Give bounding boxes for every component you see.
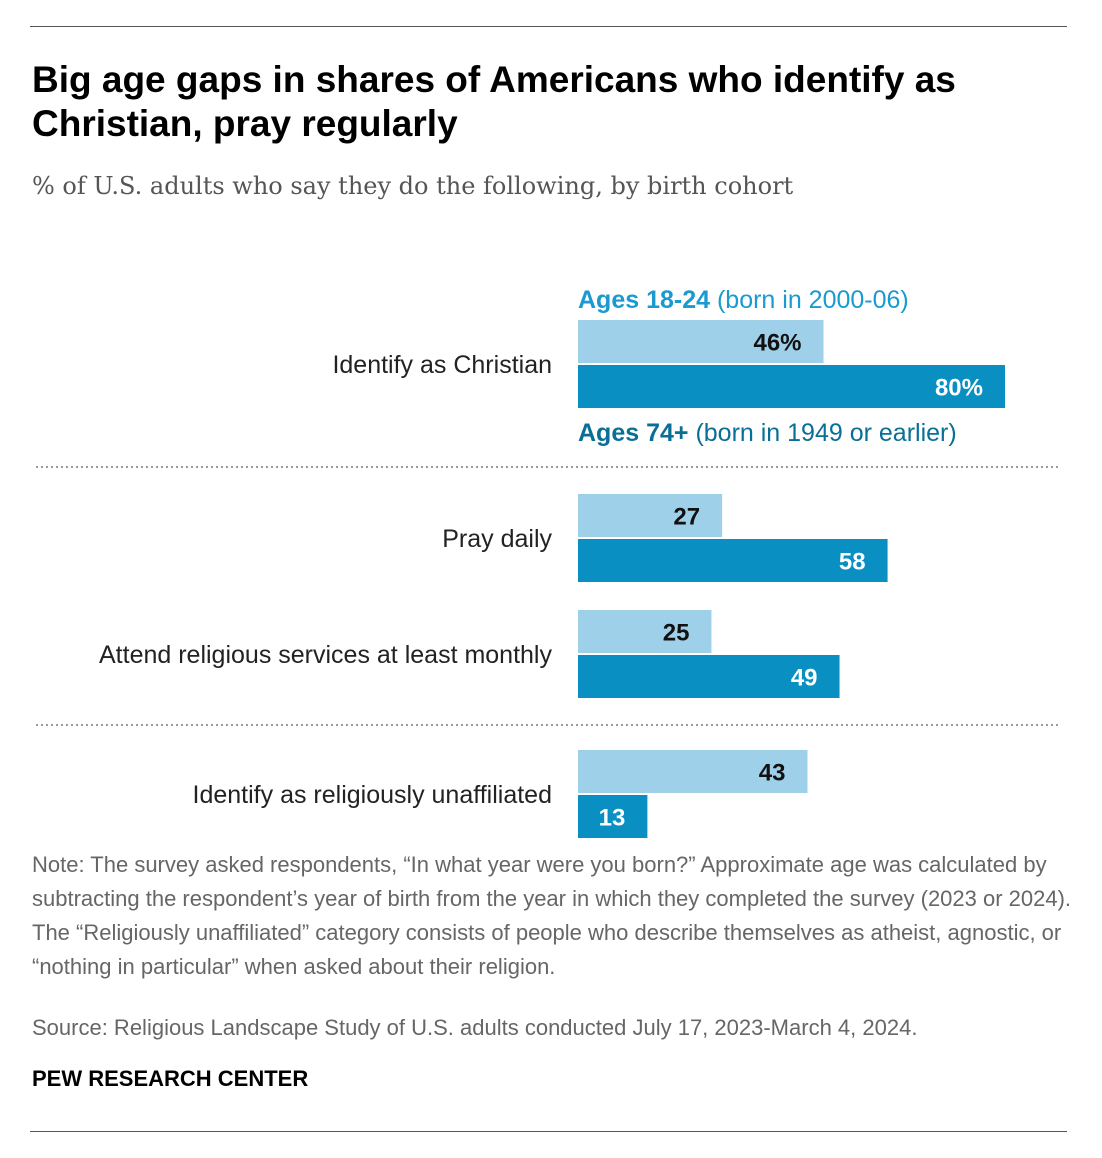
data-label: 27 <box>673 504 700 531</box>
data-label: 49 <box>791 665 818 692</box>
data-label: 46% <box>753 330 801 357</box>
series-detail: (born in 1949 or earlier) <box>695 419 956 447</box>
bar <box>578 795 648 838</box>
series-legend-label: Ages 18-24 (born in 2000-06) <box>578 286 909 314</box>
data-label: 43 <box>759 760 786 787</box>
series-name: Ages 74+ <box>578 419 695 447</box>
bar <box>578 494 723 537</box>
data-label: 58 <box>839 549 866 576</box>
data-label: 25 <box>663 620 690 647</box>
category-label: Identify as religiously unaffiliated <box>193 781 552 809</box>
bar <box>578 750 808 793</box>
bar <box>578 320 824 363</box>
series-detail: (born in 2000-06) <box>717 286 909 314</box>
chart-title: Big age gaps in shares of Americans who … <box>32 59 956 144</box>
bar <box>578 610 712 653</box>
bar <box>578 539 888 582</box>
category-label: Attend religious services at least month… <box>99 641 552 669</box>
category-label: Identify as Christian <box>332 351 552 379</box>
bottom-rule <box>30 1131 1067 1132</box>
top-rule <box>30 26 1067 27</box>
category-label: Pray daily <box>442 525 552 553</box>
bar <box>578 365 1005 408</box>
series-legend-label: Ages 74+ (born in 1949 or earlier) <box>578 419 957 447</box>
organization-logo-text: PEW RESEARCH CENTER <box>32 1066 309 1091</box>
series-name: Ages 18-24 <box>578 286 717 314</box>
bar-chart: Identify as Christian 46% 80% Pray daily 27 5… <box>36 286 1060 838</box>
data-label: 13 <box>599 805 626 832</box>
bar <box>578 655 840 698</box>
chart-subtitle: % of U.S. adults who say they do the fol… <box>32 172 794 200</box>
data-label: 80% <box>935 375 983 402</box>
chart-note: Note: The survey asked respondents, “In … <box>32 852 1072 979</box>
chart-source: Source: Religious Landscape Study of U.S… <box>32 1015 918 1040</box>
